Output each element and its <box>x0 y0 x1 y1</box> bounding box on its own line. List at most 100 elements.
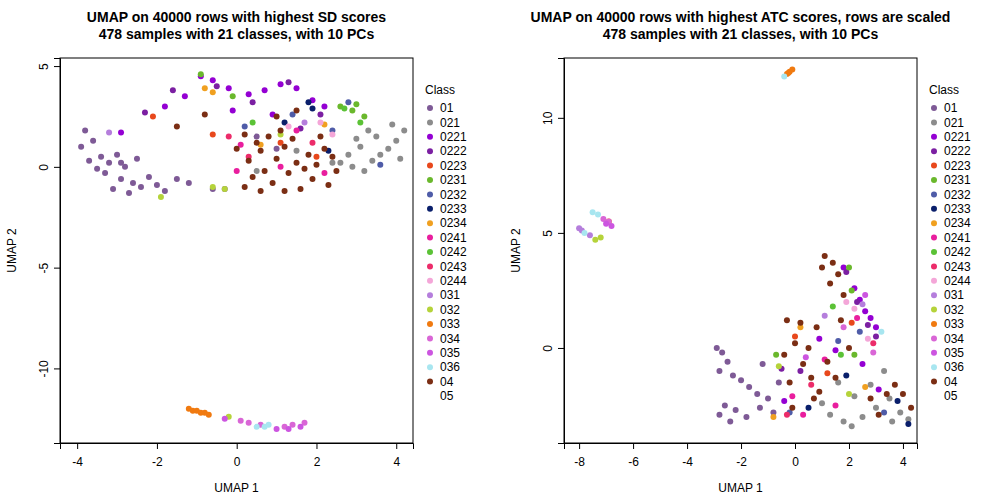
point <box>582 230 588 236</box>
point <box>849 287 855 293</box>
point <box>210 184 216 190</box>
plot-frame <box>564 58 917 443</box>
point <box>210 132 216 138</box>
series <box>198 71 368 119</box>
point <box>806 345 812 351</box>
point <box>781 352 787 358</box>
point <box>838 352 844 358</box>
legend-swatch <box>427 206 433 212</box>
point <box>897 409 903 415</box>
series <box>576 225 865 318</box>
point <box>865 336 871 342</box>
legend-swatch <box>931 206 937 212</box>
point <box>811 396 817 402</box>
point <box>716 368 722 374</box>
point <box>393 138 399 144</box>
point <box>118 176 124 182</box>
series <box>830 304 844 358</box>
point <box>590 209 596 215</box>
point <box>841 324 847 330</box>
point <box>876 386 882 392</box>
x-tick-label: 2 <box>314 455 321 469</box>
point <box>781 398 787 404</box>
legend-label: 032 <box>440 303 460 317</box>
legend-label: 0221 <box>944 130 971 144</box>
x-tick-mark <box>687 443 688 449</box>
point <box>868 315 874 321</box>
legend-swatch <box>931 249 937 255</box>
point <box>765 396 771 402</box>
x-axis-title: UMAP 1 <box>718 481 763 495</box>
point <box>808 382 814 388</box>
point <box>98 154 104 160</box>
point <box>806 405 812 411</box>
point <box>242 184 248 190</box>
point <box>286 79 292 85</box>
series <box>843 299 871 342</box>
series <box>606 67 796 225</box>
point <box>884 391 890 397</box>
point <box>294 85 300 91</box>
series <box>603 221 868 360</box>
point <box>830 260 836 266</box>
legend-label: 01 <box>944 101 958 115</box>
point <box>94 166 100 172</box>
series <box>226 134 316 160</box>
point <box>317 111 323 117</box>
point <box>294 128 300 134</box>
legend-swatch <box>931 393 937 399</box>
point <box>895 398 901 404</box>
point <box>587 232 593 238</box>
point <box>210 89 216 95</box>
x-tick: 2 <box>846 443 853 469</box>
points <box>576 67 914 430</box>
point <box>110 186 116 192</box>
x-tick-mark <box>237 443 238 449</box>
point <box>857 329 863 335</box>
x-tick: -4 <box>682 443 693 469</box>
panel: UMAP on 40000 rows with highest ATC scor… <box>509 9 971 495</box>
point <box>333 168 339 174</box>
series <box>254 122 408 174</box>
point <box>170 87 176 93</box>
point <box>743 414 749 420</box>
legend-label: 05 <box>440 389 454 403</box>
x-tick-label: -4 <box>72 455 83 469</box>
x-axis: -8-6-4-2024 <box>565 443 918 469</box>
point <box>849 320 855 326</box>
legend-swatch <box>931 105 937 111</box>
point <box>830 304 836 310</box>
point <box>841 292 847 298</box>
point <box>900 391 906 397</box>
point <box>102 170 108 176</box>
legend-label: 034 <box>440 332 460 346</box>
legend-swatch <box>427 105 433 111</box>
point <box>349 107 355 113</box>
y-tick: 5 <box>541 230 564 237</box>
point <box>377 162 383 168</box>
point <box>598 234 604 240</box>
point <box>361 168 367 174</box>
point <box>389 122 395 128</box>
x-tick-mark <box>903 443 904 449</box>
point <box>722 402 728 408</box>
point <box>329 160 335 166</box>
x-tick-mark <box>77 443 78 449</box>
legend-label: 0234 <box>440 216 467 230</box>
point <box>106 160 112 166</box>
series <box>242 99 384 167</box>
point <box>781 73 787 79</box>
point <box>234 146 240 152</box>
legend-swatch <box>427 364 433 370</box>
point <box>905 421 911 427</box>
point <box>727 419 733 425</box>
y-tick-mark <box>558 348 564 349</box>
point <box>254 140 260 146</box>
point <box>138 184 144 190</box>
point <box>873 405 879 411</box>
point <box>592 237 598 243</box>
point <box>841 419 847 425</box>
point <box>226 85 232 91</box>
point <box>773 352 779 358</box>
point <box>302 120 308 126</box>
